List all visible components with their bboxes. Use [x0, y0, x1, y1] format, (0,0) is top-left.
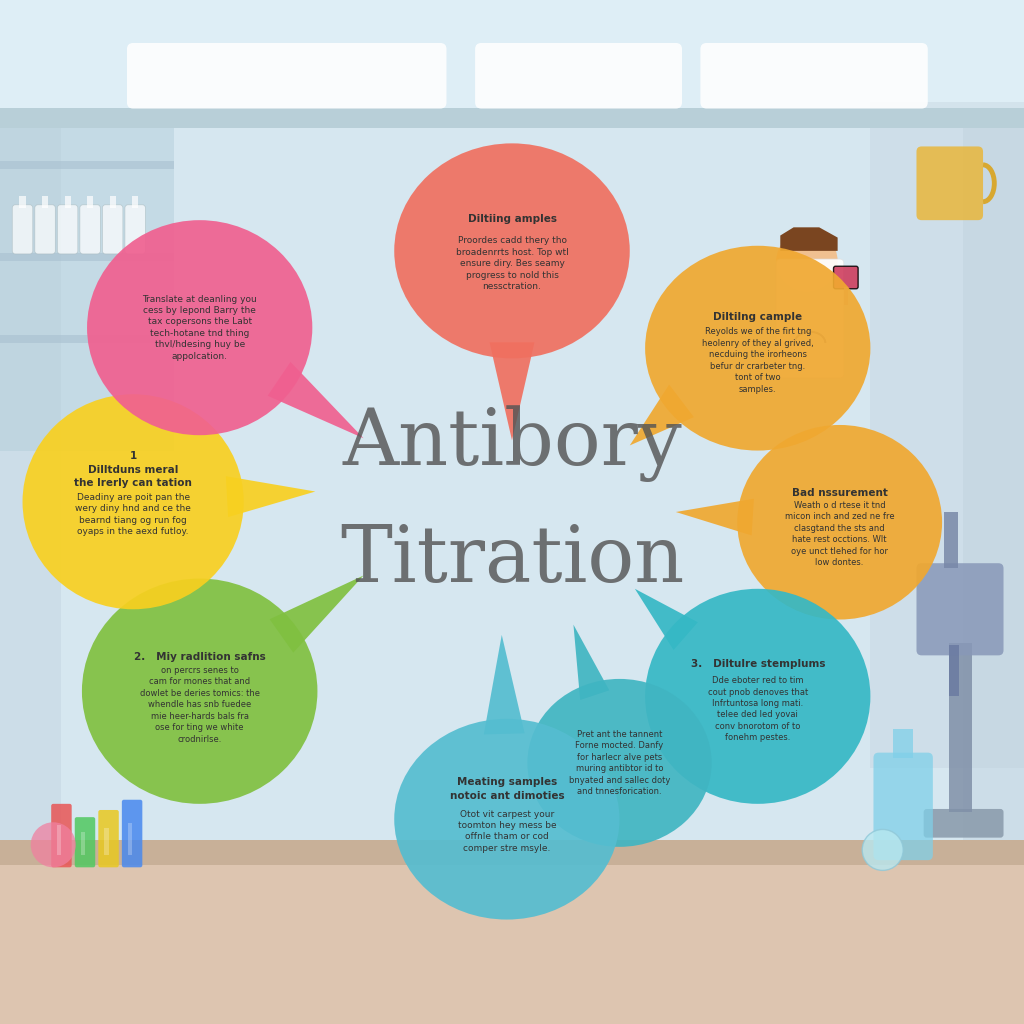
Text: Proordes cadd thery tho
broadenrrts host. Top wtl
ensure diry. Bes seamy
progres: Proordes cadd thery tho broadenrrts host…: [456, 237, 568, 291]
FancyBboxPatch shape: [916, 563, 1004, 655]
Text: 3.   Diltulre stemplums: 3. Diltulre stemplums: [690, 659, 825, 669]
Bar: [128, 823, 132, 855]
Polygon shape: [780, 227, 838, 251]
Circle shape: [862, 829, 903, 870]
Text: Otot vit carpest your
toomton hey mess be
offnle tham or cod
comper stre msyle.: Otot vit carpest your toomton hey mess b…: [458, 810, 556, 853]
Bar: [42, 196, 48, 208]
FancyBboxPatch shape: [475, 43, 682, 109]
Bar: [0, 161, 174, 169]
FancyBboxPatch shape: [916, 146, 983, 220]
FancyBboxPatch shape: [102, 205, 123, 254]
Circle shape: [776, 230, 838, 292]
Bar: [132, 196, 138, 208]
Text: Translate at deanling you
cess by lepond Barry the
tax copersons the Labt
tech-h: Translate at deanling you cess by lepond…: [142, 295, 257, 360]
Text: Bad nssurement: Bad nssurement: [792, 488, 888, 498]
Bar: [81, 831, 85, 855]
Text: Diltilng cample: Diltilng cample: [713, 312, 803, 323]
Bar: [61, 92, 963, 891]
FancyBboxPatch shape: [12, 205, 33, 254]
Ellipse shape: [645, 246, 870, 451]
Ellipse shape: [394, 719, 620, 920]
Bar: [0, 845, 1024, 1024]
FancyBboxPatch shape: [776, 259, 844, 378]
Bar: [949, 645, 959, 696]
Polygon shape: [676, 499, 754, 536]
Bar: [0, 108, 1024, 128]
FancyBboxPatch shape: [834, 266, 858, 289]
Bar: [0, 253, 174, 261]
Text: Reyolds we of the firt tng
heolenry of they al grived,
necduing the irorheons
be: Reyolds we of the firt tng heolenry of t…: [701, 328, 814, 393]
Text: Weath o d rtese it tnd
micon inch and zed ne fre
clasgtand the sts and
hate rest: Weath o d rtese it tnd micon inch and ze…: [784, 501, 895, 567]
Bar: [65, 196, 71, 208]
Polygon shape: [269, 575, 364, 652]
Ellipse shape: [82, 579, 317, 804]
Bar: [870, 102, 1024, 768]
Text: Meating samples
notoic ant dimoties: Meating samples notoic ant dimoties: [450, 777, 564, 801]
Ellipse shape: [737, 425, 942, 620]
Text: Diltiing amples: Diltiing amples: [468, 214, 556, 223]
Bar: [57, 825, 61, 855]
Text: Pret ant the tannent
Forne mocted. Danfy
for harlecr alve pets
muring antibtor i: Pret ant the tannent Forne mocted. Danfy…: [569, 730, 670, 796]
Text: 2.   Miy radlition safns: 2. Miy radlition safns: [134, 652, 265, 663]
Ellipse shape: [87, 220, 312, 435]
FancyBboxPatch shape: [98, 810, 119, 867]
Polygon shape: [267, 361, 364, 438]
FancyBboxPatch shape: [122, 800, 142, 867]
Text: Titration: Titration: [340, 522, 684, 598]
Circle shape: [31, 822, 76, 867]
Text: Deadiny are poit pan the
wery diny hnd and ce the
bearnd tiang og run fog
oyaps : Deadiny are poit pan the wery diny hnd a…: [75, 493, 191, 537]
Bar: [104, 828, 109, 855]
Text: on percrs senes to
cam for mones that and
dowlet be deries tomics: the
whendle h: on percrs senes to cam for mones that an…: [139, 666, 260, 743]
Bar: [844, 287, 848, 305]
FancyBboxPatch shape: [924, 809, 1004, 838]
Bar: [87, 196, 93, 208]
FancyBboxPatch shape: [700, 43, 928, 109]
Bar: [0, 0, 1024, 113]
Text: 1
Dilltduns meral
the lrerly can tation: 1 Dilltduns meral the lrerly can tation: [74, 452, 193, 487]
Bar: [0, 840, 1024, 865]
Ellipse shape: [527, 679, 712, 847]
FancyBboxPatch shape: [125, 205, 145, 254]
Polygon shape: [483, 635, 524, 734]
Bar: [0, 335, 174, 343]
Ellipse shape: [394, 143, 630, 358]
Bar: [0, 113, 174, 451]
Text: Antibory: Antibory: [342, 404, 682, 482]
FancyBboxPatch shape: [873, 753, 933, 860]
Bar: [110, 196, 116, 208]
Polygon shape: [226, 476, 315, 517]
FancyBboxPatch shape: [80, 205, 100, 254]
Bar: [944, 512, 958, 568]
Bar: [949, 643, 972, 812]
Polygon shape: [489, 342, 535, 440]
Polygon shape: [630, 385, 694, 445]
FancyBboxPatch shape: [35, 205, 55, 254]
Ellipse shape: [645, 589, 870, 804]
Polygon shape: [573, 625, 609, 700]
Polygon shape: [635, 589, 697, 650]
FancyBboxPatch shape: [75, 817, 95, 867]
Bar: [893, 729, 913, 758]
FancyBboxPatch shape: [51, 804, 72, 867]
FancyBboxPatch shape: [127, 43, 446, 109]
FancyBboxPatch shape: [57, 205, 78, 254]
Text: Dde eboter red to tim
cout pnob denoves that
Infrtuntosa long mati.
telee ded le: Dde eboter red to tim cout pnob denoves …: [708, 676, 808, 742]
Ellipse shape: [23, 394, 244, 609]
Bar: [19, 196, 26, 208]
